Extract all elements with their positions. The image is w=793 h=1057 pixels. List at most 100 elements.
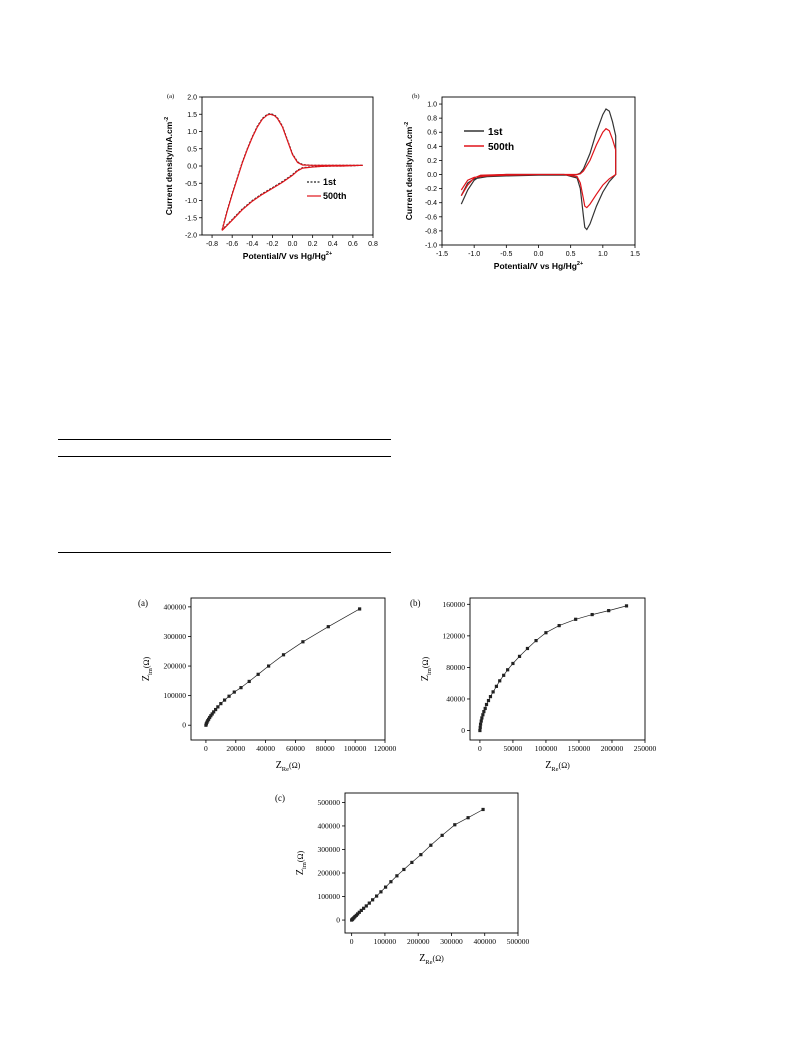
y-tick-label: 80000: [446, 663, 465, 672]
data-point: [356, 912, 360, 916]
plot-frame: [344, 792, 519, 934]
table-bottom-rule: [58, 552, 391, 554]
series-line-1st: [221, 112, 363, 231]
panel-label: (a): [167, 93, 174, 100]
y-tick-label: -1.5: [185, 215, 197, 222]
x-tick-label: 1.0: [598, 251, 608, 258]
x-tick-label: 100000: [344, 744, 367, 753]
eis-chart-c-svg: 0 100000 200000 300000 400000 500000 0 100000 20…: [275, 792, 530, 966]
data-point: [624, 604, 629, 608]
data-point: [357, 910, 361, 914]
y-tick-label: 200000: [318, 869, 341, 878]
y-tick-label: 2.0: [187, 95, 197, 102]
y-axis-label: Zim(Ω): [295, 851, 308, 876]
data-point: [222, 698, 227, 702]
y-tick-label: 120000: [443, 631, 466, 640]
legend-label: 500th: [488, 142, 514, 153]
x-tick-label: -0.6: [226, 241, 238, 248]
series-line-500th: [460, 127, 617, 209]
eis-chart-b-svg: 0 50000 100000 150000 200000 250000 0 40000 8000…: [410, 597, 657, 773]
data-point: [227, 694, 231, 698]
x-tick-label: -1.5: [436, 251, 448, 258]
data-point: [557, 624, 561, 628]
x-tick-label: -0.5: [500, 251, 512, 258]
data-point: [389, 880, 393, 884]
y-tick-label: 1.0: [187, 129, 197, 136]
panel-label: (a): [138, 598, 148, 608]
x-tick-label: 100000: [374, 937, 397, 946]
x-tick-label: 0.6: [348, 241, 358, 248]
y-tick-label: -0.4: [425, 200, 437, 207]
data-point: [232, 690, 236, 694]
data-point: [395, 874, 399, 878]
data-point: [209, 714, 213, 718]
x-axis-label: ZRe(Ω): [545, 760, 570, 773]
x-tick-label: 60000: [286, 744, 305, 753]
x-tick-label: 400000: [473, 937, 496, 946]
y-tick-label: 0.4: [427, 144, 437, 151]
x-tick-label: 0.0: [534, 251, 544, 258]
y-tick-label: 400000: [164, 602, 187, 611]
x-tick-label: 300000: [440, 937, 463, 946]
data-point: [498, 679, 502, 683]
cv-chart-b: -1.5 -1.0 -0.5 0.0 0.5 1.0 1.5 -1.0 -0.8 -0.6 -0.4…: [400, 85, 645, 285]
series-line-data: [351, 809, 484, 921]
data-point: [301, 640, 305, 644]
data-point: [358, 607, 362, 611]
y-tick-label: 300000: [318, 845, 341, 854]
data-point: [214, 707, 218, 712]
x-tick-label: 1.5: [630, 251, 640, 258]
data-point: [367, 901, 371, 905]
x-tick-label: 500000: [507, 937, 530, 946]
y-tick-label: 0: [182, 721, 186, 730]
y-tick-label: -0.8: [425, 228, 437, 235]
x-tick-label: 100000: [535, 744, 558, 753]
data-point: [534, 639, 538, 643]
data-point: [479, 719, 483, 723]
panel-label: (b): [412, 93, 420, 100]
cv-chart-b-svg: -1.5 -1.0 -0.5 0.0 0.5 1.0 1.5-1.0-0.8-0.6-0.4…: [404, 93, 640, 271]
x-axis-label: ZRe(Ω): [276, 760, 301, 773]
y-tick-label: 0.5: [187, 146, 197, 153]
x-tick-label: 0.0: [288, 241, 298, 248]
data-point: [502, 673, 506, 677]
data-point: [375, 894, 379, 898]
data-point: [371, 898, 375, 902]
data-point: [517, 654, 522, 658]
y-tick-label: 0.0: [427, 172, 437, 179]
series-line-data: [205, 608, 360, 726]
data-point: [453, 823, 457, 827]
data-point: [208, 715, 212, 720]
x-axis-label: ZRe(Ω): [419, 953, 444, 966]
x-tick-label: 0.2: [308, 241, 318, 248]
cv-chart-a: -0.8 -0.6 -0.4 -0.2 0.0 0.2 0.4 0.6 0.8 -2.0 -1.5 -…: [155, 85, 385, 285]
eis-chart-b: 0 50000 100000 150000 200000 250000 0 40000 8000…: [405, 590, 660, 775]
data-point: [478, 722, 483, 726]
data-point: [440, 833, 444, 837]
table-top-rule: [58, 439, 391, 441]
y-tick-label: 100000: [164, 691, 187, 700]
data-point: [484, 702, 489, 707]
y-axis-label: Current density/mA.cm-2: [404, 122, 414, 220]
x-tick-label: -1.0: [468, 251, 480, 258]
plot-frame: [190, 597, 386, 741]
data-point: [256, 672, 260, 676]
data-point: [247, 679, 251, 684]
data-point: [383, 885, 388, 889]
cv-chart-a-svg: -0.8 -0.6 -0.4 -0.2 0.0 0.2 0.4 0.6 0.8 -2.0 -1.5 -…: [164, 93, 378, 261]
y-tick-label: 1.5: [187, 112, 197, 119]
y-tick-label: 0: [461, 726, 465, 735]
x-axis-label: Potential/V vs Hg/Hg2+: [243, 251, 332, 261]
x-tick-label: 150000: [568, 744, 591, 753]
x-tick-label: 0: [204, 744, 208, 753]
x-tick-label: 0.5: [566, 251, 576, 258]
x-tick-label: 80000: [316, 744, 335, 753]
data-point: [410, 860, 414, 865]
data-point: [402, 867, 406, 872]
y-tick-label: -2.0: [185, 233, 197, 240]
eis-chart-a: 0 20000 40000 60000 80000 100000 120000 0 100000…: [133, 590, 398, 775]
data-point: [210, 712, 214, 716]
y-tick-label: 500000: [318, 798, 341, 807]
x-tick-label: 200000: [407, 937, 430, 946]
panel-label: (c): [275, 793, 285, 803]
